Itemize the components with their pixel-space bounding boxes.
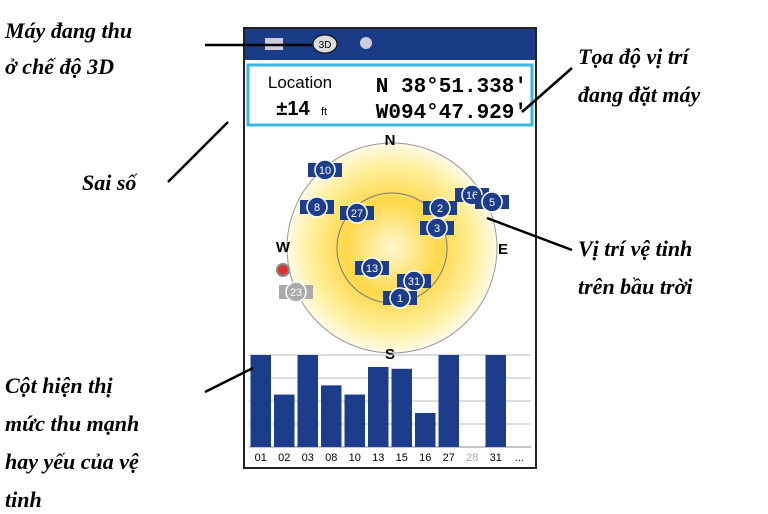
- satellite-label: 1: [397, 293, 403, 305]
- annotation-sky: Vị trí vệ tinh: [578, 236, 692, 261]
- satellite: [389, 287, 411, 309]
- signal-bar: [297, 355, 318, 447]
- compass-e: E: [498, 241, 508, 258]
- satellite-label: 8: [314, 202, 320, 214]
- signal-bar: [368, 366, 389, 447]
- bar-label: 13: [372, 452, 384, 464]
- arrow-coords: [521, 67, 573, 113]
- satellite-label: 31: [408, 276, 420, 288]
- signal-bar: [321, 385, 342, 447]
- satellite: [314, 159, 336, 181]
- arrow-sky: [486, 216, 573, 252]
- satellite: [481, 191, 503, 213]
- signal-bar: [391, 368, 412, 447]
- annotation-sky: trên bầu trời: [578, 274, 693, 299]
- bar-label: 16: [419, 452, 431, 464]
- compass-w: W: [276, 239, 291, 256]
- satellite-label: 3: [434, 223, 440, 235]
- sky-outer-ring: [286, 142, 498, 354]
- satellite: [285, 281, 307, 303]
- mode-icon: [312, 34, 338, 54]
- satellite-label: 2: [437, 203, 443, 215]
- satellite-label: 10: [319, 165, 331, 177]
- satellite-label: 23: [290, 287, 302, 299]
- bar-label: 27: [443, 452, 455, 464]
- satellite: [426, 217, 448, 239]
- signal-bar: [274, 394, 295, 447]
- position-marker: [276, 263, 290, 277]
- backlight-icon: [360, 37, 372, 49]
- annotation-bars: Cột hiện thị: [5, 373, 113, 398]
- signal-bar: [485, 355, 506, 447]
- annotation-mode: ở chế độ 3D: [5, 54, 114, 79]
- satellite: [361, 257, 383, 279]
- latitude: N 38°51.338': [376, 76, 527, 99]
- accuracy-unit: ft: [321, 106, 327, 118]
- annotation-coords: đang đặt máy: [578, 82, 700, 107]
- annotation-bars: mức thu mạnh: [5, 411, 139, 436]
- compass-n: N: [385, 132, 396, 149]
- location-label: Location: [268, 73, 332, 92]
- annotation-bars: hay yếu của vệ: [5, 449, 139, 474]
- annotation-error: Sai số: [82, 170, 138, 195]
- signal-bar: [250, 355, 271, 447]
- signal-bar: [415, 412, 436, 447]
- mode-label: 3D: [319, 40, 332, 51]
- arrow-error: [167, 121, 229, 183]
- satellite: [346, 202, 368, 224]
- bar-label: 02: [278, 452, 290, 464]
- arrow-bars: [204, 366, 254, 394]
- satellite-label: 27: [351, 208, 363, 220]
- satellite-label: 13: [366, 263, 378, 275]
- annotation-mode: Máy đang thu: [4, 18, 132, 43]
- signal-bar: [438, 355, 459, 447]
- bar-label: 15: [396, 452, 408, 464]
- accuracy: ±14: [276, 98, 310, 120]
- bar-label: 28: [466, 452, 478, 464]
- annotation-coords: Tọa độ vị trí: [578, 44, 690, 69]
- signal-bar: [344, 394, 365, 447]
- bar-label: 31: [490, 452, 502, 464]
- bar-label: 10: [349, 452, 361, 464]
- longitude: W094°47.929': [376, 102, 527, 125]
- annotation-bars: tinh: [5, 487, 42, 512]
- bar-label: 08: [325, 452, 337, 464]
- bar-label: 01: [255, 452, 267, 464]
- location-box: [246, 63, 534, 127]
- satellite: [306, 196, 328, 218]
- bar-label: 03: [302, 452, 314, 464]
- satellite-label: 5: [489, 197, 495, 209]
- bar-label: ...: [515, 452, 524, 464]
